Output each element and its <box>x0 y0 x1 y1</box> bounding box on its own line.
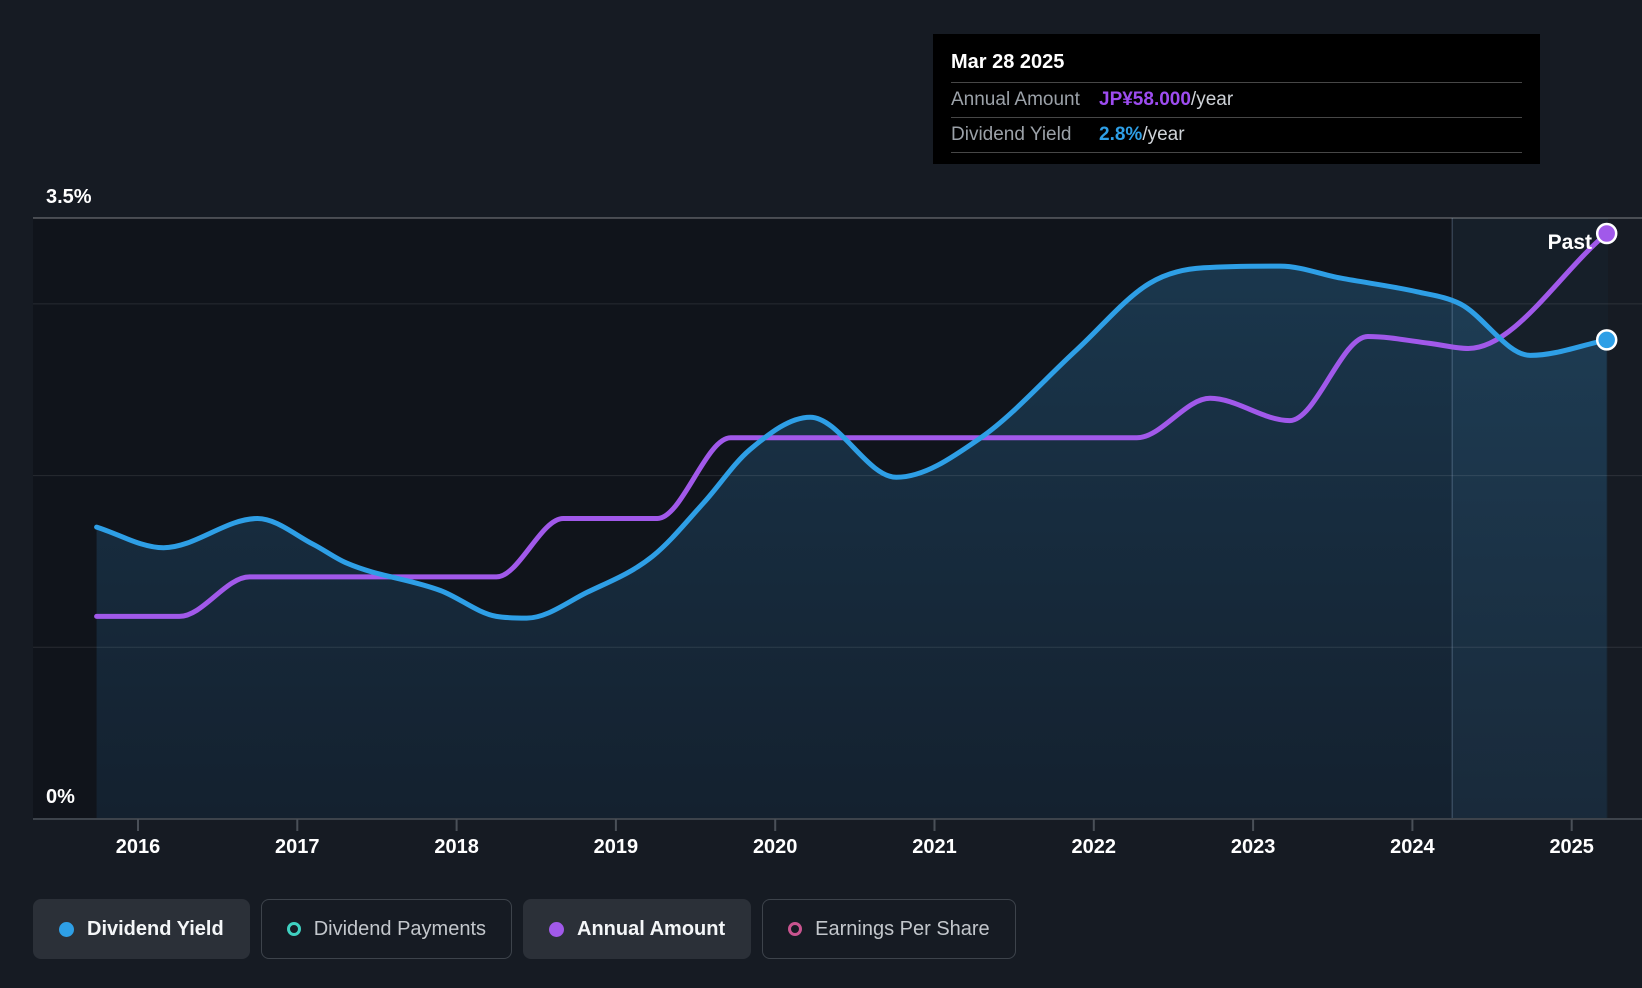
tooltip-label-dividend-yield: Dividend Yield <box>951 124 1072 145</box>
annual-amount-line <box>94 231 1610 619</box>
legend-button-earnings-per-share[interactable]: Earnings Per Share <box>762 899 1016 959</box>
legend-button-dividend-yield[interactable]: Dividend Yield <box>33 899 250 959</box>
x-axis-year-label: 2018 <box>434 836 479 858</box>
x-axis-year-label: 2023 <box>1231 836 1276 858</box>
y-axis-max-label: 3.5% <box>46 186 92 208</box>
dividend-yield-endpoint-marker <box>1595 329 1618 351</box>
x-axis-year-label: 2016 <box>116 836 161 858</box>
legend-button-annual-amount[interactable]: Annual Amount <box>523 899 752 959</box>
tooltip-value-annual-amount: JP¥58.000 <box>1099 89 1191 110</box>
earnings-per-share-ring-icon <box>788 922 803 936</box>
legend-label-dividend-payments: Dividend Payments <box>313 917 487 940</box>
annual-amount-endpoint-marker <box>1595 222 1618 245</box>
chart-legend: Dividend Yield Dividend Payments Annual … <box>33 899 1016 959</box>
past-region-label: Past <box>1548 231 1592 254</box>
tooltip-row-annual-amount: Annual Amount JP¥58.000/year <box>951 83 1522 118</box>
legend-label-earnings-per-share: Earnings Per Share <box>815 917 990 940</box>
dividend-yield-area <box>96 266 1607 820</box>
tooltip-suffix-annual-amount: /year <box>1190 89 1234 110</box>
legend-label-annual-amount: Annual Amount <box>577 917 726 940</box>
tooltip-row-dividend-yield: Dividend Yield 2.8%/year <box>951 118 1522 153</box>
x-axis-year-label: 2017 <box>275 836 320 858</box>
legend-button-dividend-payments[interactable]: Dividend Payments <box>260 899 513 959</box>
tooltip-suffix-dividend-yield: /year <box>1142 124 1185 145</box>
x-axis-year-label: 2025 <box>1549 836 1594 858</box>
tooltip-label-annual-amount: Annual Amount <box>951 89 1080 110</box>
x-axis-year-label: 2022 <box>1072 836 1117 858</box>
legend-label-dividend-yield: Dividend Yield <box>87 917 224 940</box>
tooltip-date: Mar 28 2025 <box>951 42 1522 83</box>
tooltip-value-dividend-yield: 2.8% <box>1099 124 1143 145</box>
x-axis-year-label: 2024 <box>1390 836 1435 858</box>
annual-amount-dot-icon <box>549 921 565 937</box>
y-axis-zero-label: 0% <box>46 786 75 808</box>
x-axis-year-label: 2021 <box>912 836 957 858</box>
dividend-yield-dot-icon <box>59 921 74 937</box>
dividend-payments-ring-icon <box>286 922 301 936</box>
chart-tooltip: Mar 28 2025 Annual Amount JP¥58.000/year… <box>933 34 1540 164</box>
dividend-yield-line <box>94 263 1610 621</box>
x-axis-year-label: 2019 <box>594 836 639 858</box>
x-axis-year-label: 2020 <box>753 836 798 858</box>
